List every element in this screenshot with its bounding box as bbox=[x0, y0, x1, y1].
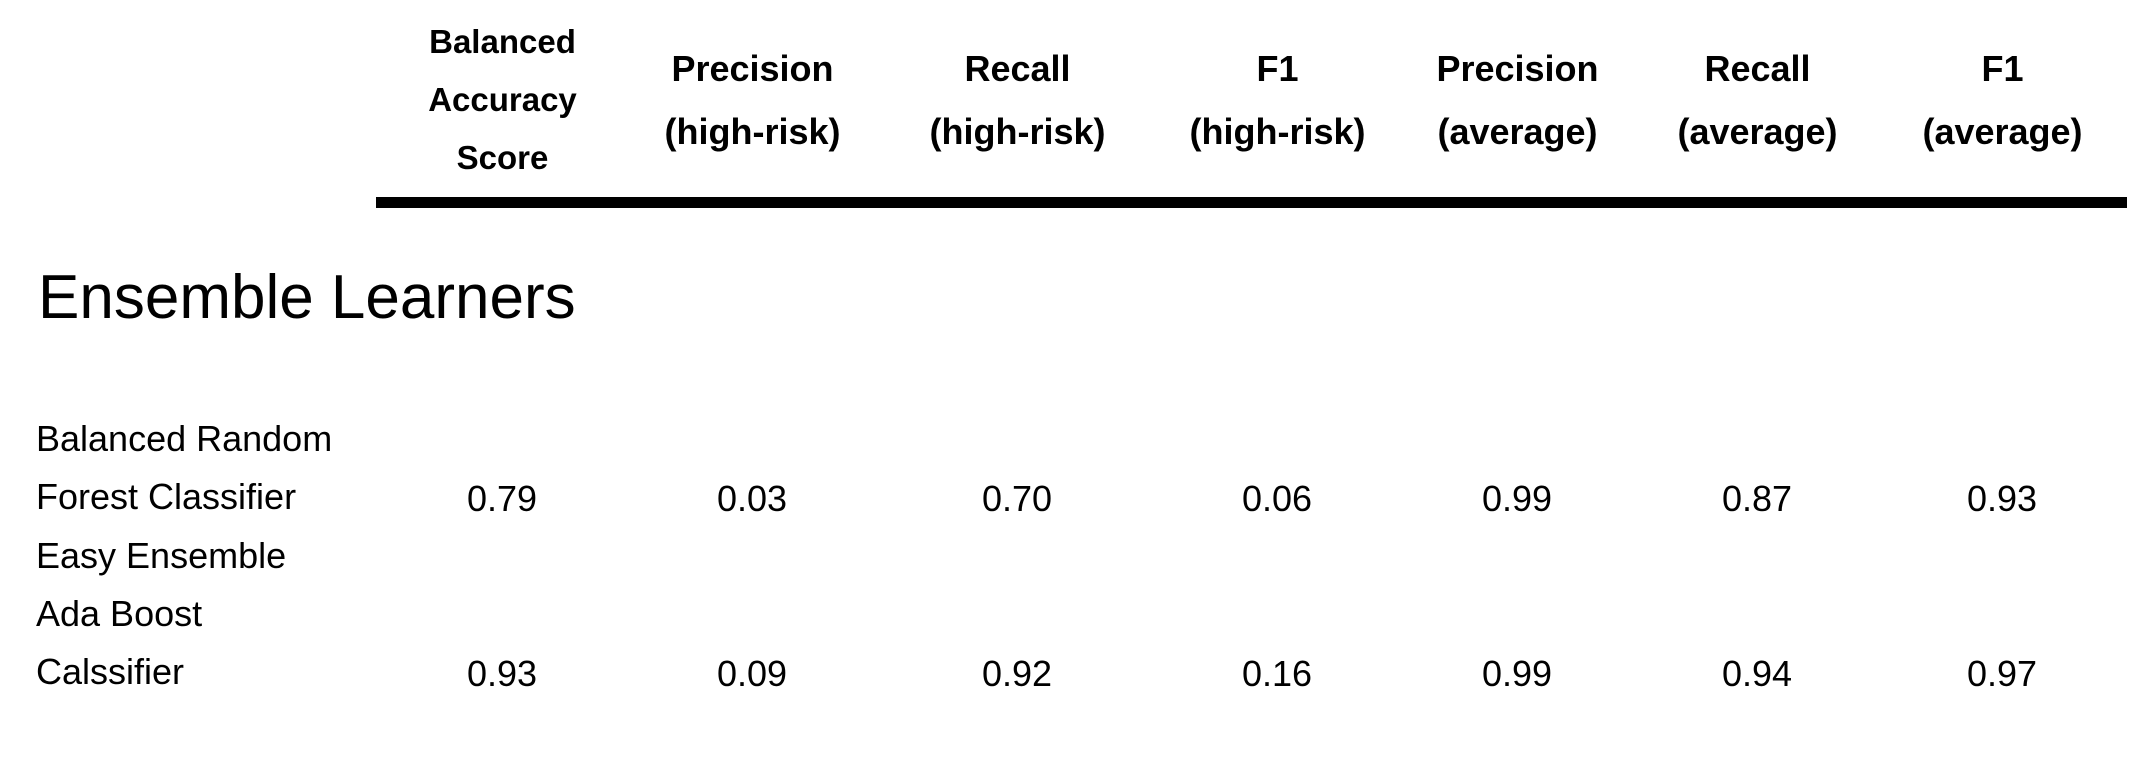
cell-balanced-accuracy: 0.79 bbox=[466, 478, 538, 519]
header-line: Balanced bbox=[429, 23, 576, 60]
header-line: (average) bbox=[1437, 111, 1598, 152]
cell-precision-average: 0.99 bbox=[1481, 478, 1553, 519]
section-title: Ensemble Learners bbox=[38, 263, 576, 332]
header-line: F1 bbox=[1981, 48, 2024, 89]
header-line: Precision bbox=[1436, 48, 1599, 89]
cell-f1-high-risk: 0.06 bbox=[1241, 478, 1313, 519]
row-label-line: Forest Classifier bbox=[36, 476, 297, 517]
header-line: Recall bbox=[964, 48, 1071, 89]
header-line: Recall bbox=[1704, 48, 1811, 89]
column-header-precision-average: Precision (average) bbox=[1405, 0, 1630, 200]
header-line: (high-risk) bbox=[664, 111, 841, 152]
header-line: (high-risk) bbox=[1189, 111, 1366, 152]
row-label-line: Calssifier bbox=[36, 651, 185, 692]
header-line: Accuracy bbox=[428, 81, 577, 118]
header-divider bbox=[376, 197, 2127, 208]
cell-precision-high-risk: 0.09 bbox=[716, 653, 788, 694]
cell-precision-average: 0.99 bbox=[1481, 653, 1553, 694]
header-line: (average) bbox=[1677, 111, 1838, 152]
cell-recall-average: 0.87 bbox=[1721, 478, 1793, 519]
column-header-precision-high-risk: Precision (high-risk) bbox=[640, 0, 865, 200]
column-header-recall-average: Recall (average) bbox=[1645, 0, 1870, 200]
column-header-f1-high-risk: F1 (high-risk) bbox=[1165, 0, 1390, 200]
cell-recall-high-risk: 0.92 bbox=[981, 653, 1053, 694]
cell-precision-high-risk: 0.03 bbox=[716, 478, 788, 519]
row-label-line: Ada Boost bbox=[36, 593, 203, 634]
header-line: Score bbox=[456, 139, 549, 176]
header-line: (average) bbox=[1922, 111, 2083, 152]
row-label-line: Balanced Random bbox=[36, 418, 333, 459]
cell-f1-high-risk: 0.16 bbox=[1241, 653, 1313, 694]
header-line: F1 bbox=[1256, 48, 1299, 89]
column-header-recall-high-risk: Recall (high-risk) bbox=[905, 0, 1130, 200]
header-line: Precision bbox=[671, 48, 834, 89]
cell-recall-average: 0.94 bbox=[1721, 653, 1793, 694]
cell-f1-average: 0.97 bbox=[1966, 653, 2038, 694]
column-header-f1-average: F1 (average) bbox=[1890, 0, 2115, 200]
row-label-line: Easy Ensemble bbox=[36, 535, 287, 576]
header-line: (high-risk) bbox=[929, 111, 1106, 152]
cell-recall-high-risk: 0.70 bbox=[981, 478, 1053, 519]
cell-balanced-accuracy: 0.93 bbox=[466, 653, 538, 694]
column-header-balanced-accuracy: Balanced Accuracy Score bbox=[400, 0, 605, 200]
cell-f1-average: 0.93 bbox=[1966, 478, 2038, 519]
